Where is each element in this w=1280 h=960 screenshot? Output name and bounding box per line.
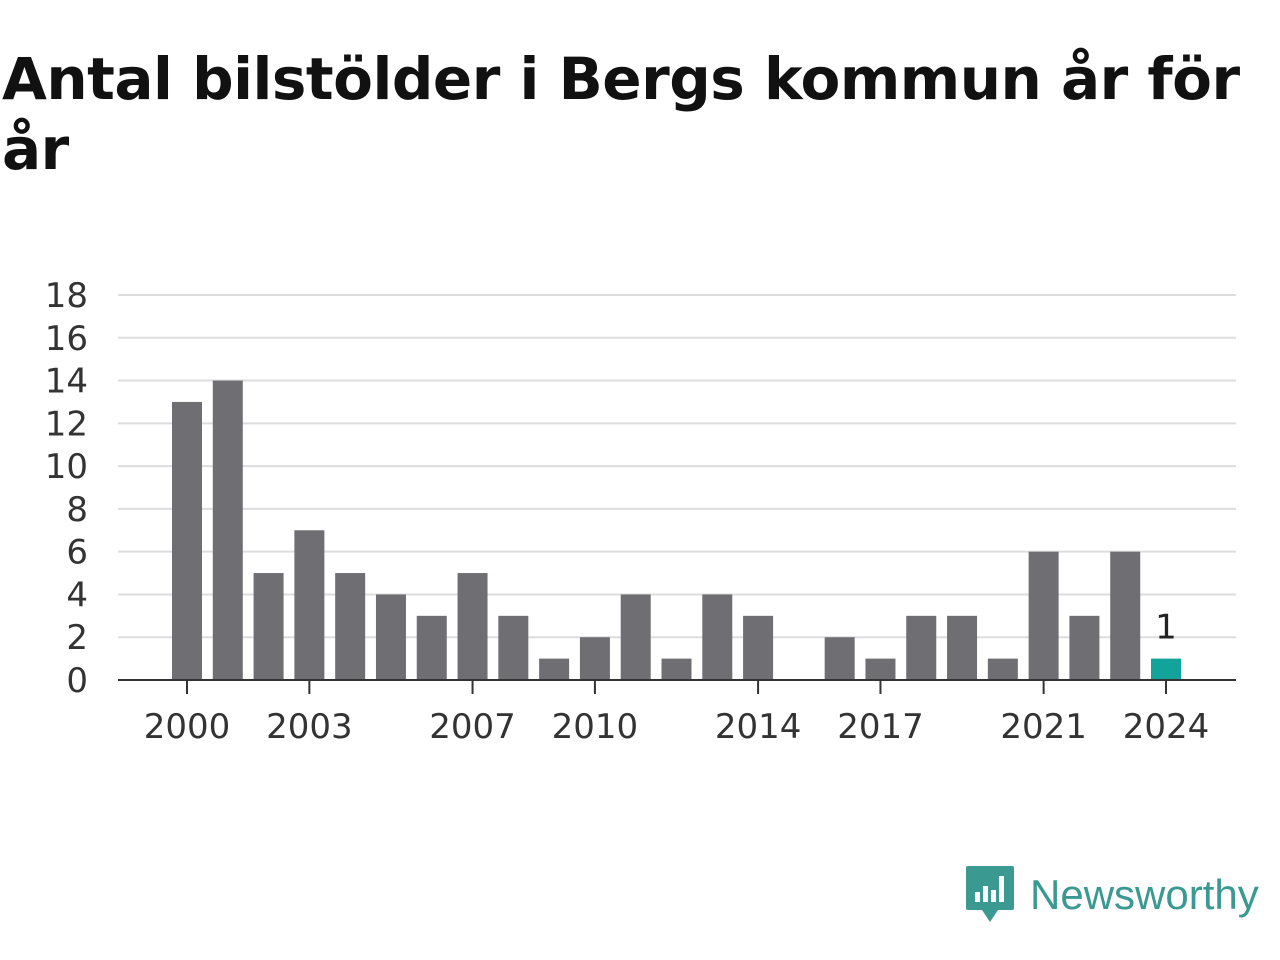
bars [172,380,1181,680]
x-tick-label: 2007 [429,707,516,747]
y-tick-label: 8 [66,490,88,530]
bar-2008 [498,615,529,680]
bar-2018 [906,615,937,680]
bar-2009 [539,658,570,680]
bar-2021 [1028,551,1059,680]
bar-2012 [661,658,692,680]
y-tick-label: 18 [45,276,88,316]
x-tick-label: 2021 [1000,707,1087,747]
bar-2017 [865,658,896,680]
brand-name: Newsworthy [1030,871,1259,918]
data-labels: 1 [1155,608,1177,648]
newsworthy-logo-icon [966,866,1014,922]
bar-2002 [253,573,284,680]
y-tick-label: 10 [45,447,88,487]
x-tick-label: 2000 [144,707,231,747]
bar-2024 [1151,658,1181,680]
bar-2019 [947,615,978,680]
y-tick-label: 6 [66,533,88,573]
y-tick-label: 12 [45,404,88,444]
bar-2013 [702,594,733,680]
bar-2006 [416,615,447,680]
x-tick-label: 2014 [715,707,802,747]
bar-2022 [1069,615,1100,680]
chart-title: Antal bilstölder i Bergs kommun år för å… [2,45,1240,183]
bar-2014 [743,615,774,680]
bar-2023 [1110,551,1141,680]
y-tick-label: 4 [66,575,88,615]
x-tick-label: 2024 [1123,707,1210,747]
bar-2004 [335,573,366,680]
data-label-highlight: 1 [1155,608,1177,648]
bar-2003 [294,530,325,680]
bar-2005 [375,594,406,680]
bar-2001 [212,380,243,680]
x-tick-label: 2010 [552,707,639,747]
bar-2010 [579,637,610,680]
bar-2020 [987,658,1018,680]
x-axis: 2000 2003 2007 2010 2014 2017 2021 2024 [118,679,1236,747]
y-tick-label: 2 [66,618,88,658]
brand-logo: Newsworthy [964,864,1259,926]
gridlines [118,294,1236,639]
bar-2000 [172,401,202,680]
x-tick-label: 2017 [837,707,924,747]
y-tick-label: 14 [45,362,88,402]
x-tick-label: 2003 [266,707,353,747]
bar-2007 [457,573,488,680]
bar-2011 [620,594,651,680]
bar-2016 [824,637,855,680]
y-tick-label: 0 [66,661,88,701]
y-tick-label: 16 [45,319,88,359]
